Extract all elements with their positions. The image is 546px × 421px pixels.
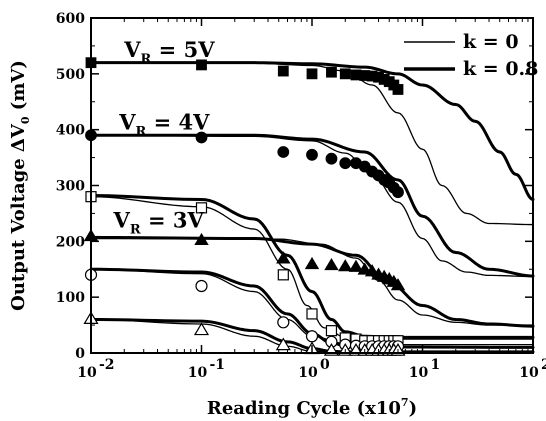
markers-layer [83, 57, 406, 356]
y-tick-label: 300 [56, 179, 85, 195]
curve-k-0-1 [90, 134, 534, 278]
filled-triangle-marker-s2-p6 [348, 259, 364, 272]
x-tick-label-exponent: -2 [99, 357, 115, 373]
filled-square-marker-s0-p5 [339, 68, 351, 80]
filled-square-marker-s0-p2 [277, 65, 289, 77]
x-tick-label: 10 [298, 365, 318, 381]
curve-k-0-8-7 [89, 133, 535, 278]
y-axis-title: Output Voltage ΔV0 (mV) [8, 60, 32, 311]
y-tick-label: 400 [56, 123, 85, 139]
filled-triangle-marker-s2-p2 [276, 251, 291, 264]
curve-k-0-2 [90, 237, 534, 326]
x-tick-label: 10 [188, 365, 208, 381]
filled-triangle-marker-s2-p1 [194, 232, 209, 246]
filled-circle-marker-s1-p5 [339, 157, 352, 170]
open-triangle-marker-s5-p1 [193, 322, 210, 336]
open-square-marker-s3-p4 [325, 325, 338, 337]
open-circle-marker-s4-p1 [195, 279, 208, 293]
filled-square-marker-s0-p13 [392, 84, 404, 95]
curve-k-0-8-6 [89, 61, 535, 201]
x-tick-label-exponent: 0 [320, 357, 330, 373]
x-tick-label: 10 [519, 365, 539, 381]
filled-square-marker-s0-p1 [196, 59, 207, 71]
x-tick-label-exponent: 1 [431, 357, 441, 373]
y-tick-label: 100 [56, 290, 85, 306]
annotation-label: VR = 5V [123, 37, 215, 67]
filled-circle-marker-s1-p3 [306, 148, 318, 161]
y-tick-label: 200 [56, 234, 85, 250]
x-tick-label: 10 [409, 365, 429, 381]
open-circle-marker-s4-p3 [305, 330, 319, 343]
annotation-label: VR = 4V [118, 110, 210, 140]
y-tick-label: 600 [56, 11, 85, 27]
filled-square-marker-s0-p3 [306, 68, 318, 80]
x-tick-label-exponent: -1 [210, 357, 226, 373]
filled-triangle-marker-s2-p5 [338, 259, 353, 272]
annotation-label: VR = 3V [113, 207, 205, 237]
filled-triangle-marker-s2-p4 [324, 257, 339, 271]
x-tick-label-exponent: 2 [541, 357, 546, 373]
ticks-layer [90, 17, 534, 354]
filled-square-marker-s0-p4 [326, 66, 337, 78]
legend: k = 0 k = 0.8 [404, 31, 538, 80]
filled-circle-marker-s1-p13 [392, 186, 404, 199]
open-square-marker-s3-p3 [306, 308, 318, 320]
legend-label: k = 0 [463, 31, 519, 53]
y-tick-label: 500 [56, 67, 85, 83]
open-square-marker-s3-p2 [277, 269, 289, 281]
filled-circle-marker-s1-p4 [325, 152, 338, 165]
filled-triangle-marker-s2-p13 [390, 278, 406, 291]
y-tick-label: 0 [75, 346, 85, 362]
annotations-layer: VR = 5V VR = 4V VR = 3V [113, 37, 216, 237]
open-square-marker-s3-p1 [195, 202, 208, 214]
legend-label: k = 0.8 [463, 58, 538, 80]
filled-triangle-marker-s2-p3 [304, 256, 320, 270]
filled-circle-marker-s1-p1 [195, 131, 208, 144]
x-tick-label: 10 [77, 365, 97, 381]
filled-circle-marker-s1-p2 [277, 146, 290, 158]
open-circle-marker-s4-p2 [277, 316, 290, 329]
open-triangle-marker-s5-p2 [275, 337, 291, 351]
x-axis-title: Reading Cycle (x107) [207, 396, 417, 419]
